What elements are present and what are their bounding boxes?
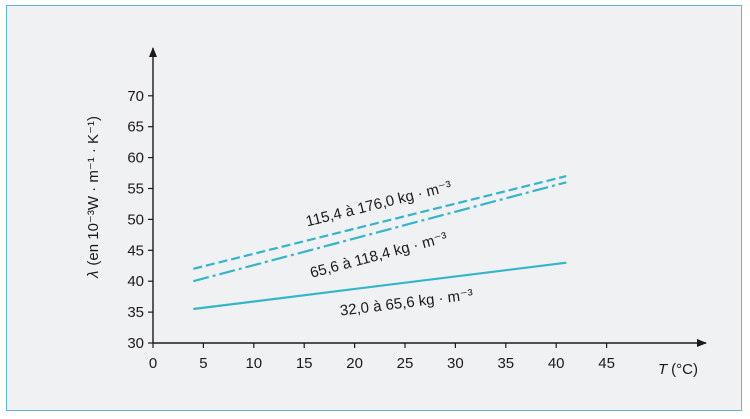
x-tick-label-15: 15 [296,355,313,372]
series-line-3 [193,261,567,311]
x-tick-label-25: 25 [397,355,414,372]
x-tick-label-35: 35 [497,355,514,372]
series-labels: 115,4 à 176,0 kg · m⁻³65,6 à 118,4 kg · … [304,178,474,320]
y-tick-label-45: 45 [127,242,144,259]
y-tick-label-35: 35 [127,304,144,321]
x-tick-label-20: 20 [346,355,363,372]
series-lines [193,175,567,311]
y-tick-label-65: 65 [127,119,144,136]
series-label-3: 32,0 à 65,6 kg · m⁻³ [339,286,474,319]
y-tick-label-70: 70 [127,88,144,105]
y-tick-label-50: 50 [127,211,144,228]
y-tick-label-30: 30 [127,335,144,352]
x-tick-label-40: 40 [548,355,565,372]
series-line-2 [193,181,567,283]
x-axis-symbol: T [658,361,669,378]
y-tick-label-55: 55 [127,181,144,198]
y-tick-label-60: 60 [127,150,144,167]
x-tick-label-0: 0 [149,355,157,372]
x-tick-label-45: 45 [598,355,615,372]
x-tick-label-10: 10 [245,355,262,372]
y-axis-symbol: λ [85,271,102,279]
axes [149,47,707,347]
series-line-1 [193,175,567,270]
x-tick-label-30: 30 [447,355,464,372]
x-axis-title: T (°C) [658,361,698,378]
x-axis-unit: (°C) [671,361,698,378]
series-label-2: 65,6 à 118,4 kg · m⁻³ [308,229,449,282]
series-label-1: 115,4 à 176,0 kg · m⁻³ [304,178,453,231]
y-axis-title: λ (en 10⁻³W · m⁻¹ · K⁻¹) [85,116,102,279]
ticks: 0 5 10 15 20 25 30 35 40 45 30 35 40 45 50 55 60 65 70 [127,88,615,372]
y-tick-label-40: 40 [127,273,144,290]
y-axis-unit: (en 10⁻³W · m⁻¹ · K⁻¹) [85,116,102,266]
x-tick-label-5: 5 [199,355,207,372]
